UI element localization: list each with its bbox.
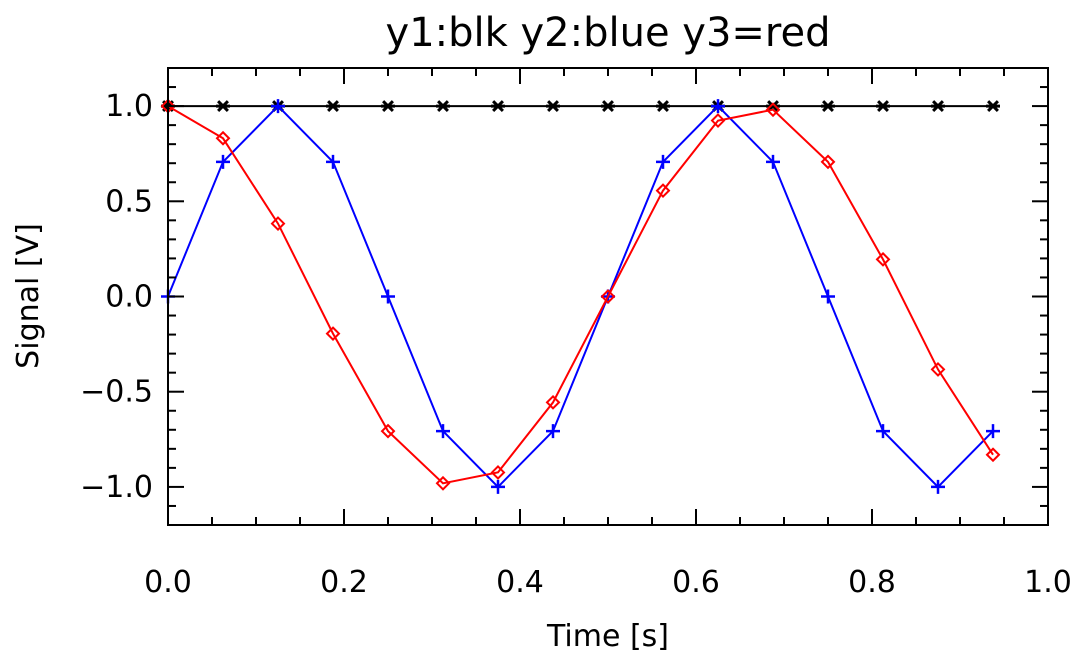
x-tick-label: 0.2 (320, 565, 368, 600)
series-2-point (821, 289, 835, 304)
series-1-point (601, 100, 615, 113)
series-1-point (821, 100, 835, 113)
series-1-point (876, 100, 890, 113)
series-1-point (491, 100, 505, 113)
series-3-point (545, 394, 561, 410)
y-axis: 1.0 0.5 0.0 −0.5 −1.0 (80, 67, 1048, 507)
series-2-point (381, 289, 395, 304)
x-tick-label: 0.4 (496, 565, 544, 600)
y-axis-label: Signal [V] (11, 223, 46, 369)
series-3-point (380, 423, 396, 439)
y-tick-label: 0.0 (105, 280, 153, 315)
series-3-point (875, 251, 891, 267)
series-2-point (656, 154, 670, 169)
series-2-line (167, 104, 994, 489)
series-3-point (270, 216, 286, 231)
series-1-point (326, 100, 340, 113)
series-1-point (656, 100, 670, 113)
series-2-point (491, 479, 505, 494)
x-axis: 0.0 0.2 0.4 0.6 0.8 1.0 (144, 68, 1072, 600)
x-tick-label: 0.6 (672, 565, 720, 600)
series-3-line (167, 105, 994, 485)
x-tick-label: 1.0 (1024, 565, 1072, 600)
y-tick-label: 0.5 (105, 184, 153, 219)
series-2-point (931, 479, 945, 494)
series-2-point (546, 424, 560, 439)
series-3-point (325, 326, 341, 342)
series-3-point (655, 183, 671, 199)
chart-title: y1:blk y2:blue y3=red (386, 10, 831, 56)
series-1-point (931, 100, 945, 113)
series-3-point (930, 362, 946, 377)
series-3-point (985, 447, 1001, 463)
series-2-point (766, 154, 780, 169)
series-2-point (271, 99, 285, 114)
series-3-point (710, 113, 726, 128)
x-tick-label: 0.0 (144, 565, 192, 600)
series-2-point (876, 424, 890, 439)
series-3-point (215, 130, 231, 146)
series-3-point (820, 154, 836, 170)
series-2-point (711, 99, 725, 114)
series-3-point (600, 289, 616, 304)
series-1-point (436, 100, 450, 113)
series-3-point (490, 465, 506, 480)
series-2-point (436, 424, 450, 439)
y-tick-label: −1.0 (80, 470, 153, 505)
x-tick-label: 0.8 (848, 565, 896, 600)
series-2-point (326, 154, 340, 169)
y-tick-label: −0.5 (80, 375, 153, 410)
series-3-point (765, 102, 781, 118)
series-3-point (435, 475, 451, 491)
y-tick-label: 1.0 (105, 89, 153, 124)
series-1-point (546, 100, 560, 113)
x-axis-label: Time [s] (546, 619, 669, 654)
series-1 (161, 100, 1000, 113)
series-2-point (216, 154, 230, 169)
series-1-point (986, 100, 1000, 113)
series-1-point (216, 100, 230, 113)
series-2-point (986, 424, 1000, 439)
series-1-point (381, 100, 395, 113)
